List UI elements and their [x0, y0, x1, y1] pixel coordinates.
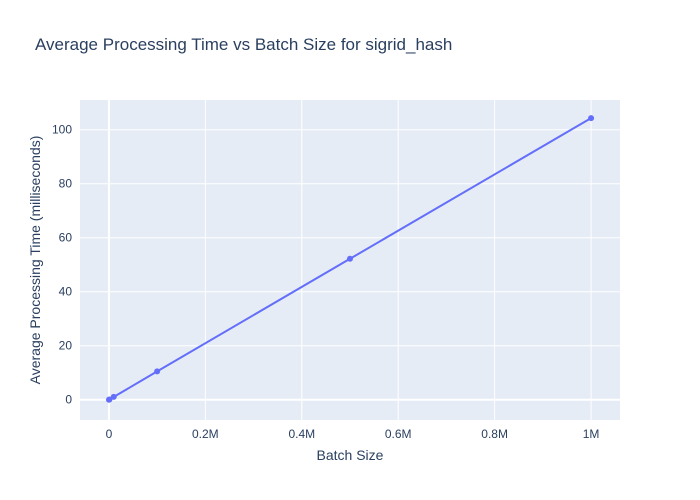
- x-tick-label: 0.4M: [288, 427, 315, 441]
- x-tick-label: 0.6M: [385, 427, 412, 441]
- x-tick-label: 0.2M: [192, 427, 219, 441]
- data-point[interactable]: [588, 115, 595, 122]
- data-point[interactable]: [347, 255, 353, 262]
- x-tick-label: 1M: [583, 427, 600, 441]
- x-tick-label: 0.8M: [481, 427, 508, 441]
- y-axis-title: Average Processing Time (milliseconds): [27, 136, 43, 385]
- data-point[interactable]: [106, 396, 113, 403]
- grid-lines: [80, 100, 620, 420]
- x-tick-label: 0: [106, 427, 113, 441]
- y-tick-label: 20: [59, 339, 73, 353]
- y-tick-label: 40: [59, 285, 73, 299]
- y-tick-label: 100: [52, 123, 72, 137]
- data-point[interactable]: [154, 368, 161, 375]
- chart-title: Average Processing Time vs Batch Size fo…: [35, 35, 452, 54]
- y-axis-ticks: 0 20 40 60 80 100: [52, 123, 72, 407]
- x-axis-ticks: 0 0.2M 0.4M 0.6M 0.8M 1M: [106, 427, 600, 441]
- y-tick-label: 60: [59, 231, 73, 245]
- y-tick-label: 80: [59, 177, 73, 191]
- x-axis-title: Batch Size: [317, 447, 384, 463]
- data-point[interactable]: [110, 393, 117, 400]
- y-tick-label: 0: [65, 393, 72, 407]
- series-layer: [105, 115, 595, 403]
